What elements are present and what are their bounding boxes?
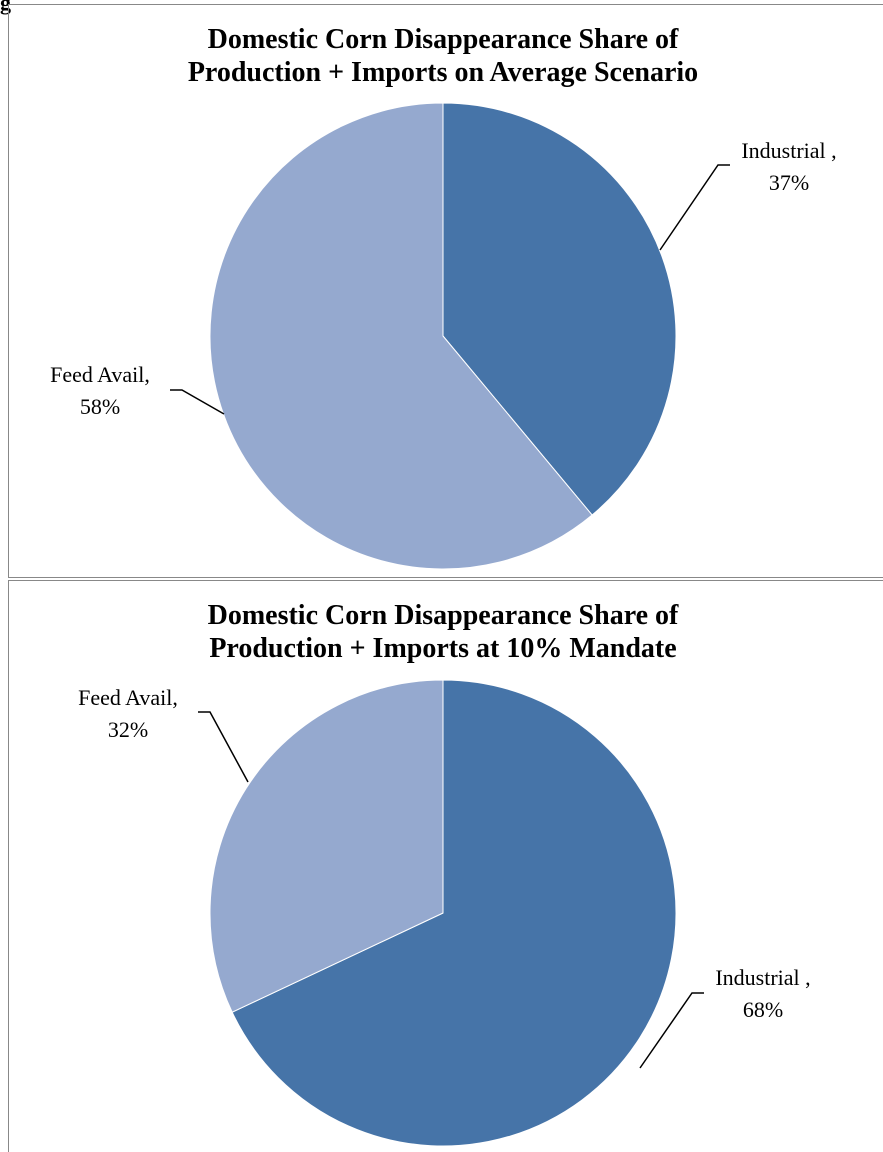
data-label-name: Feed Avail, bbox=[50, 362, 150, 387]
chart-title: Domestic Corn Disappearance Share of bbox=[208, 24, 679, 55]
panel bbox=[8, 580, 883, 1152]
chart-title: Production + Imports on Average Scenario bbox=[188, 57, 698, 88]
data-label-name: Feed Avail, bbox=[78, 685, 178, 710]
chart-title: Domestic Corn Disappearance Share of bbox=[208, 600, 679, 631]
data-label-value: 68% bbox=[743, 997, 783, 1022]
heading: g bbox=[0, 0, 11, 15]
pie-slice bbox=[231, 679, 677, 1147]
data-label-name: Industrial , bbox=[741, 138, 836, 163]
data-label-value: 58% bbox=[80, 394, 120, 419]
leader-line bbox=[659, 164, 730, 251]
leader-line bbox=[639, 992, 704, 1069]
chart-title: Production + Imports at 10% Mandate bbox=[209, 633, 676, 664]
pie-slice bbox=[209, 679, 444, 1013]
data-label-value: 37% bbox=[769, 170, 809, 195]
pie-slice bbox=[209, 102, 593, 570]
leader-line bbox=[198, 711, 249, 783]
leader-line bbox=[170, 389, 225, 415]
pie-slice bbox=[442, 102, 677, 516]
panel bbox=[8, 4, 883, 578]
data-label-value: 32% bbox=[108, 717, 148, 742]
data-label-name: Industrial , bbox=[715, 965, 810, 990]
